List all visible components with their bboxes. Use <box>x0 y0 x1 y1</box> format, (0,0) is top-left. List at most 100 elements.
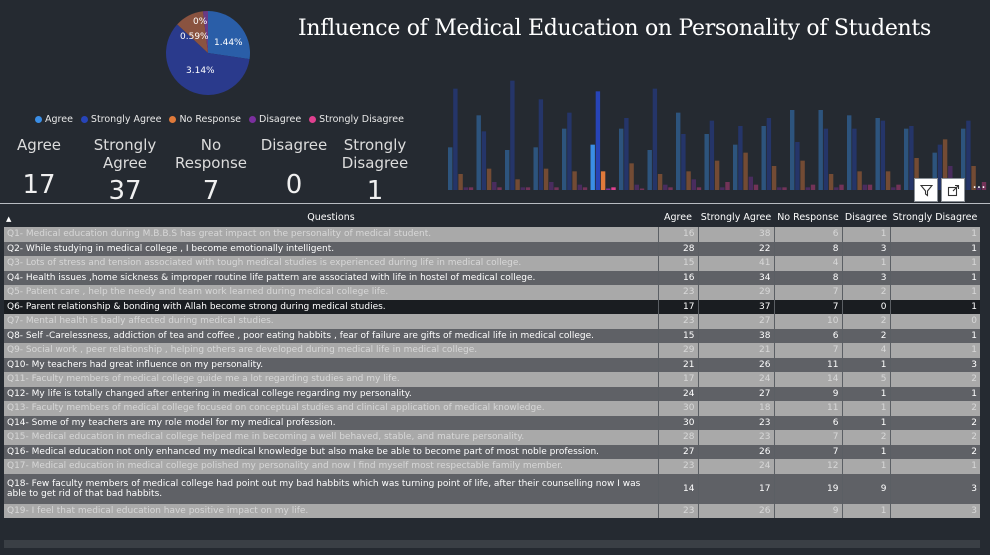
bar-q5-disagree[interactable] <box>577 184 582 190</box>
bar-q14-strongly-disagree[interactable] <box>839 184 844 190</box>
bar-q11-strongly-disagree[interactable] <box>753 184 759 190</box>
legend-item-strongly-agree[interactable]: Strongly Agree <box>80 114 161 125</box>
bar-q15-no-response[interactable] <box>857 171 862 190</box>
bar-q1-disagree[interactable] <box>463 187 468 190</box>
bar-q13-strongly-agree[interactable] <box>795 142 800 190</box>
sort-ascending-icon[interactable]: ▲ <box>6 215 12 223</box>
column-header-agree[interactable]: Agree <box>664 211 692 223</box>
bar-q10-strongly-agree[interactable] <box>709 120 715 190</box>
bar-q6-disagree[interactable] <box>606 188 611 191</box>
bar-q1-strongly-disagree[interactable] <box>468 187 474 190</box>
more-options-button[interactable]: ··· <box>972 180 986 196</box>
bar-q6-strongly-agree[interactable] <box>595 91 601 190</box>
bar-q6-no-response[interactable] <box>600 171 606 190</box>
bar-q16-strongly-disagree[interactable] <box>896 184 901 190</box>
bar-q4-strongly-agree[interactable] <box>538 99 544 190</box>
bar-q5-agree[interactable] <box>562 128 567 190</box>
bar-q2-disagree[interactable] <box>492 182 497 190</box>
bar-q2-no-response[interactable] <box>486 168 492 190</box>
table-row[interactable]: Q17- Medical education in medical colleg… <box>4 459 980 474</box>
bar-q3-agree[interactable] <box>505 150 510 190</box>
bar-q19-no-response[interactable] <box>971 166 976 190</box>
bar-q15-disagree[interactable] <box>862 184 867 190</box>
table-row[interactable]: Q7- Mental health is badly affected duri… <box>4 314 980 329</box>
focus-mode-icon[interactable] <box>941 178 965 202</box>
table-row[interactable]: Q4- Health issues ,home sickness & impro… <box>4 270 980 285</box>
bar-q4-disagree[interactable] <box>549 182 554 190</box>
table-row[interactable]: Q19- I feel that medical education have … <box>4 503 980 518</box>
table-row[interactable]: Q14- Some of my teachers are my role mod… <box>4 415 980 430</box>
bar-q14-agree[interactable] <box>818 110 823 190</box>
bar-q10-agree[interactable] <box>704 134 709 190</box>
pie-slice-agree[interactable] <box>208 11 250 60</box>
bar-q12-agree[interactable] <box>761 126 766 190</box>
table-row[interactable]: Q8- Self -Carelessness, addiction of tea… <box>4 328 980 343</box>
bar-q16-agree[interactable] <box>875 118 880 190</box>
table-row[interactable]: Q15- Medical education in medical colleg… <box>4 430 980 445</box>
bar-q8-strongly-agree[interactable] <box>652 88 658 190</box>
bar-q15-agree[interactable] <box>847 115 852 190</box>
bar-q1-agree[interactable] <box>448 147 453 190</box>
bar-q9-agree[interactable] <box>676 112 681 190</box>
table-row[interactable]: Q16- Medical education not only enhanced… <box>4 444 980 459</box>
bar-q10-no-response[interactable] <box>714 160 720 190</box>
horizontal-scrollbar[interactable] <box>4 540 980 548</box>
bar-q9-strongly-disagree[interactable] <box>696 187 702 190</box>
bar-q7-strongly-agree[interactable] <box>624 118 629 190</box>
legend-item-agree[interactable]: Agree <box>35 114 73 125</box>
bar-q14-no-response[interactable] <box>828 174 834 190</box>
pie-slice-no-response[interactable] <box>177 11 208 53</box>
bar-q16-strongly-agree[interactable] <box>880 120 886 190</box>
bar-q3-strongly-disagree[interactable] <box>525 187 531 190</box>
bar-q17-strongly-agree[interactable] <box>909 126 914 190</box>
table-row[interactable]: Q6- Parent relationship & bonding with A… <box>4 299 980 314</box>
bar-q11-strongly-agree[interactable] <box>738 126 743 190</box>
bar-q16-disagree[interactable] <box>891 187 896 190</box>
bar-q18-no-response[interactable] <box>942 139 948 190</box>
bar-q12-strongly-disagree[interactable] <box>782 187 787 190</box>
bar-q2-agree[interactable] <box>476 115 481 190</box>
filter-icon[interactable] <box>914 178 938 202</box>
table-row[interactable]: Q13- Faculty members of medical college … <box>4 401 980 416</box>
bar-q9-strongly-agree[interactable] <box>681 134 686 190</box>
bar-q10-strongly-disagree[interactable] <box>725 182 730 190</box>
column-header-strongly-agree[interactable]: Strongly Agree <box>700 211 772 223</box>
bar-q4-no-response[interactable] <box>543 168 549 190</box>
bar-q16-no-response[interactable] <box>885 171 891 190</box>
bar-q9-no-response[interactable] <box>686 171 691 190</box>
bar-q3-disagree[interactable] <box>520 187 525 190</box>
pie-slice-disagree[interactable] <box>203 11 208 53</box>
bar-q4-strongly-disagree[interactable] <box>554 187 559 190</box>
bar-q15-strongly-disagree[interactable] <box>867 184 873 190</box>
bar-q19-strongly-disagree[interactable] <box>981 182 987 190</box>
bar-q19-disagree[interactable] <box>976 187 981 190</box>
bar-q13-disagree[interactable] <box>805 187 810 190</box>
bar-q7-strongly-disagree[interactable] <box>639 188 645 191</box>
bar-q5-no-response[interactable] <box>572 171 577 190</box>
table-row[interactable]: Q18- Few faculty members of medical coll… <box>4 473 980 504</box>
pie-slice-strongly-agree[interactable] <box>166 24 250 95</box>
bar-q12-strongly-agree[interactable] <box>766 118 772 190</box>
bar-q6-strongly-disagree[interactable] <box>611 187 616 190</box>
bar-q9-disagree[interactable] <box>691 179 696 190</box>
pie-chart[interactable]: 0% 0.59% 1.44% 3.14% <box>165 10 251 96</box>
clustered-bar-chart[interactable] <box>440 78 990 192</box>
bar-q5-strongly-disagree[interactable] <box>582 187 588 190</box>
legend-item-strongly-disagree[interactable]: Strongly Disagree <box>309 114 404 125</box>
bar-q8-no-response[interactable] <box>657 174 663 190</box>
bar-q18-strongly-agree[interactable] <box>937 144 943 190</box>
bar-q8-agree[interactable] <box>647 150 652 190</box>
legend-item-no-response[interactable]: No Response <box>169 114 241 125</box>
bar-q13-agree[interactable] <box>790 110 795 190</box>
bar-q17-agree[interactable] <box>904 128 909 190</box>
table-row[interactable]: Q11- Faculty members of medical college … <box>4 372 980 387</box>
bar-q1-strongly-agree[interactable] <box>453 88 458 190</box>
table-row[interactable]: Q5- Patient care , help the needy and te… <box>4 285 980 300</box>
legend-item-disagree[interactable]: Disagree <box>249 114 301 125</box>
table-row[interactable]: Q1- Medical education during M.B.B.S has… <box>4 227 980 242</box>
bar-q7-disagree[interactable] <box>634 184 639 190</box>
bar-q11-no-response[interactable] <box>743 152 748 190</box>
bar-q13-strongly-disagree[interactable] <box>810 184 816 190</box>
bar-q19-agree[interactable] <box>961 128 966 190</box>
bar-q3-no-response[interactable] <box>515 179 520 190</box>
